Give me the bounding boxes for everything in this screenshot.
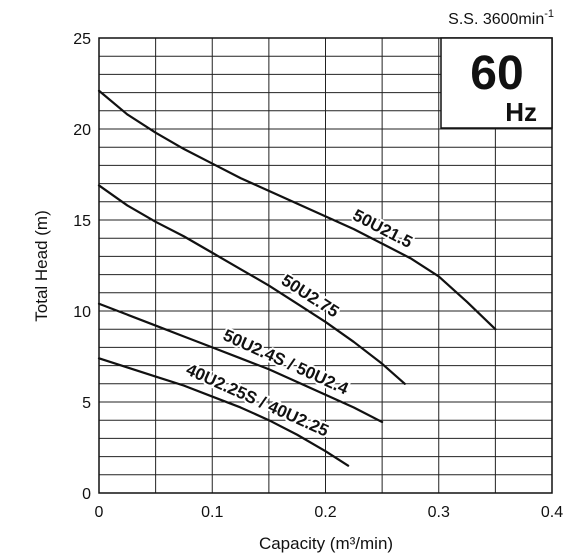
speed-note-text: S.S. 3600min: [448, 11, 544, 28]
curve-line: [97, 89, 497, 331]
x-tick-label: 0.1: [201, 504, 223, 521]
speed-note-sup: -1: [544, 8, 554, 20]
y-tick-label: 20: [73, 122, 91, 139]
x-tick-label: 0.3: [428, 504, 450, 521]
frequency-value: 60: [470, 47, 523, 100]
y-tick-label: 25: [73, 31, 91, 48]
y-tick-label: 5: [82, 395, 91, 412]
x-axis-title: Capacity (m³/min): [259, 534, 393, 553]
curve-label: 50U2.75: [278, 271, 342, 322]
frequency-badge: 60 Hz: [440, 37, 553, 129]
frequency-box: [440, 37, 553, 129]
plot-frame: [98, 37, 553, 494]
y-tick-label: 15: [73, 213, 91, 230]
y-tick-label: 10: [73, 304, 91, 321]
curve-line: [97, 357, 350, 467]
x-tick-label: 0.2: [314, 504, 336, 521]
curve-line: [97, 302, 384, 424]
y-axis-title: Total Head (m): [32, 210, 51, 321]
curve-line: [97, 184, 406, 385]
tick-labels: 0 0.1 0.2 0.3 0.4 0 5 10 15 20 25: [73, 31, 563, 521]
frequency-unit: Hz: [505, 97, 537, 127]
x-tick-label: 0: [95, 504, 104, 521]
speed-note: S.S. 3600min-1: [448, 8, 554, 28]
x-tick-label: 0.4: [541, 504, 563, 521]
y-tick-label: 0: [82, 486, 91, 503]
